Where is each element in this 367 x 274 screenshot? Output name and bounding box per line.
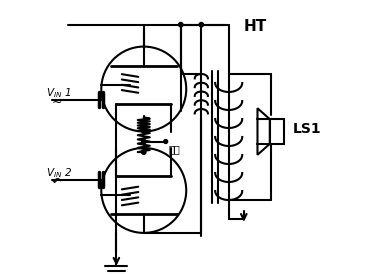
Circle shape <box>199 22 204 27</box>
Text: LS1: LS1 <box>293 122 322 136</box>
Circle shape <box>142 129 146 133</box>
Text: $V_{IN}$ 1: $V_{IN}$ 1 <box>47 86 72 100</box>
Text: HT: HT <box>244 19 267 33</box>
Text: $\sim$: $\sim$ <box>49 95 63 107</box>
Circle shape <box>142 150 146 154</box>
Circle shape <box>179 22 183 27</box>
Text: $\curvearrowleft$: $\curvearrowleft$ <box>49 176 62 186</box>
Circle shape <box>142 139 146 144</box>
Text: 偏压: 偏压 <box>168 144 180 154</box>
Text: $V_{IN}$ 2: $V_{IN}$ 2 <box>47 166 73 180</box>
Circle shape <box>164 139 168 144</box>
